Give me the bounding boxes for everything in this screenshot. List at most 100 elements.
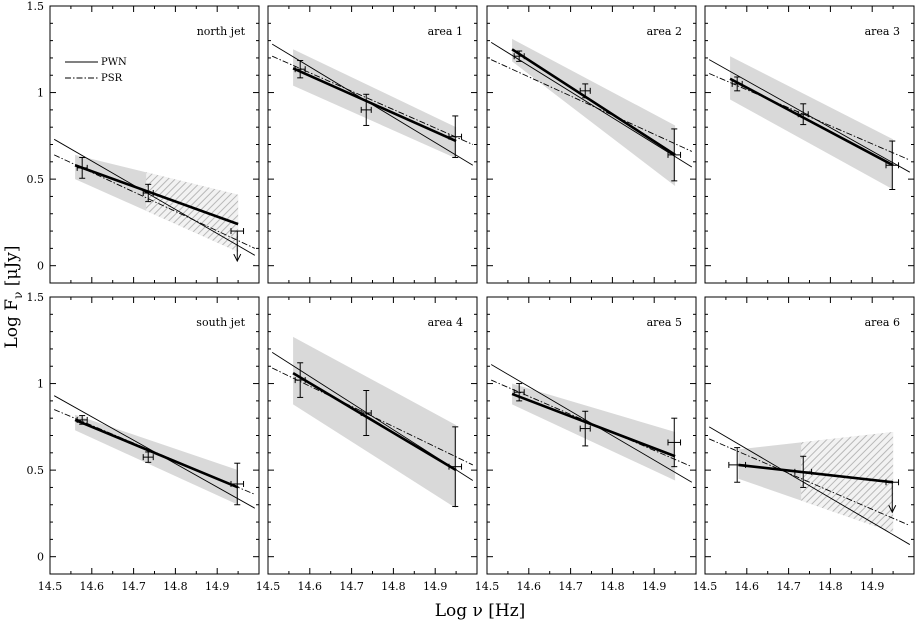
panel-plot-area [490,38,693,187]
panel-ticks [49,296,260,575]
x-tick-label: 14.5 [38,580,63,593]
panel-south-jet: 0 0.5 1 1.5 14.5 14.6 14.7 14.8 14.9 south jet [27,291,260,593]
panel-plot-area [271,336,474,509]
x-tick-label: 14.8 [163,580,188,593]
x-tick-label: 14.5 [475,580,500,593]
panel-plot-area [53,138,256,263]
psr-model-line [709,438,910,526]
y-tick-label: 0 [37,260,44,273]
panel-title: south jet [196,316,245,329]
y-axis-label-main: Log F [2,299,22,349]
pwn-model-line [708,59,911,173]
pwn-model-line [708,426,911,545]
y-tick-label: 0.5 [27,173,45,186]
panel-ticks [267,5,478,284]
panel-title: area 4 [428,316,463,329]
data-point-3 [448,115,463,158]
x-tick-label: 14.8 [381,580,406,593]
data-point-2 [794,455,813,488]
y-axis-label-unit: [μJy] [2,245,22,291]
data-point-1 [731,76,743,92]
x-tick-label: 14.6 [735,580,760,593]
y-tick-label: 1 [37,87,44,100]
data-point-3 [667,417,682,468]
panel-plot-area [708,426,911,545]
x-tick-label: 14.8 [818,580,843,593]
psr-model-line [709,73,910,161]
data-point-2 [360,93,372,126]
x-tick-label: 14.9 [423,580,448,593]
y-axis-label-subscript: ν [11,292,25,299]
panel-ticks [49,5,260,284]
x-tick-label: 14.7 [558,580,583,593]
confidence-band [512,383,676,481]
panel-ticks [486,296,697,575]
panel-title: area 1 [428,25,463,38]
power-law-fit-line [511,392,676,458]
panel-frame [49,296,260,575]
panel-area-6: 14.5 14.6 14.7 14.8 14.9 area 6 [693,296,915,593]
panel-ticks [486,5,697,284]
panel-area-3: area 3 [704,5,915,284]
pwn-model-line [490,41,693,168]
data-point-2 [579,83,591,99]
data-point-2 [142,183,154,203]
panel-area-2: area 2 [486,5,697,284]
x-tick-label: 14.8 [600,580,625,593]
upper-limit-arrow [233,253,242,263]
y-tick-label: 1.5 [27,0,45,13]
data-point-2 [797,103,809,126]
x-axis-label: Log ν [Hz] [435,601,526,621]
psr-model-line [490,59,693,152]
y-tick-label: 0 [37,551,44,564]
panel-ticks [704,5,915,284]
power-law-fit-line [292,67,457,143]
panel-grid: 0 0.5 1 1.5 north jet PWN PSR area 1 area 2 area … [27,0,915,593]
data-point-3 [230,462,245,506]
data-point-2 [142,451,154,463]
power-law-fit-line [729,77,894,167]
x-tick-label: 14.5 [693,580,718,593]
x-tick-label: 14.9 [205,580,230,593]
x-tick-label: 14.7 [339,580,364,593]
data-point-1 [294,362,306,398]
panel-ticks [704,296,915,575]
data-point-3 [448,426,463,507]
panel-title: north jet [197,25,246,38]
data-point-3 [885,479,900,514]
legend-pwn-label: PWN [101,57,127,68]
upper-limit-arrow [888,505,897,514]
data-point-1 [76,415,88,425]
data-point-3 [885,140,900,191]
power-law-fit-line [292,372,457,472]
panel-ticks [267,296,478,575]
panel-area-4: 14.5 14.6 14.7 14.8 14.9 area 4 [256,296,478,593]
x-tick-label: 14.6 [80,580,105,593]
data-point-1 [513,383,525,402]
data-point-1 [294,60,306,79]
psr-model-line [271,367,474,466]
y-tick-label: 1.5 [27,291,45,304]
panel-title: area 5 [647,316,682,329]
data-point-3 [230,228,245,263]
data-point-1 [728,447,747,483]
panel-title: area 2 [647,25,682,38]
panel-plot-area [271,43,474,166]
panel-title: area 6 [865,316,900,329]
data-point-3 [667,128,682,182]
power-law-fit-line [738,463,894,484]
pwn-model-line [53,138,256,256]
panel-plot-area [490,364,693,483]
power-law-fit-line [74,418,239,489]
panel-title: area 3 [865,25,900,38]
panel-north-jet: 0 0.5 1 1.5 north jet PWN PSR [27,0,260,284]
y-tick-label: 1 [37,378,44,391]
confidence-band-hatched [801,432,894,533]
data-point-1 [76,156,88,179]
data-point-1 [513,50,525,62]
panel-plot-area [708,56,911,191]
panel-area-1: area 1 [267,5,478,284]
x-tick-label: 14.5 [256,580,281,593]
data-point-2 [579,410,591,447]
